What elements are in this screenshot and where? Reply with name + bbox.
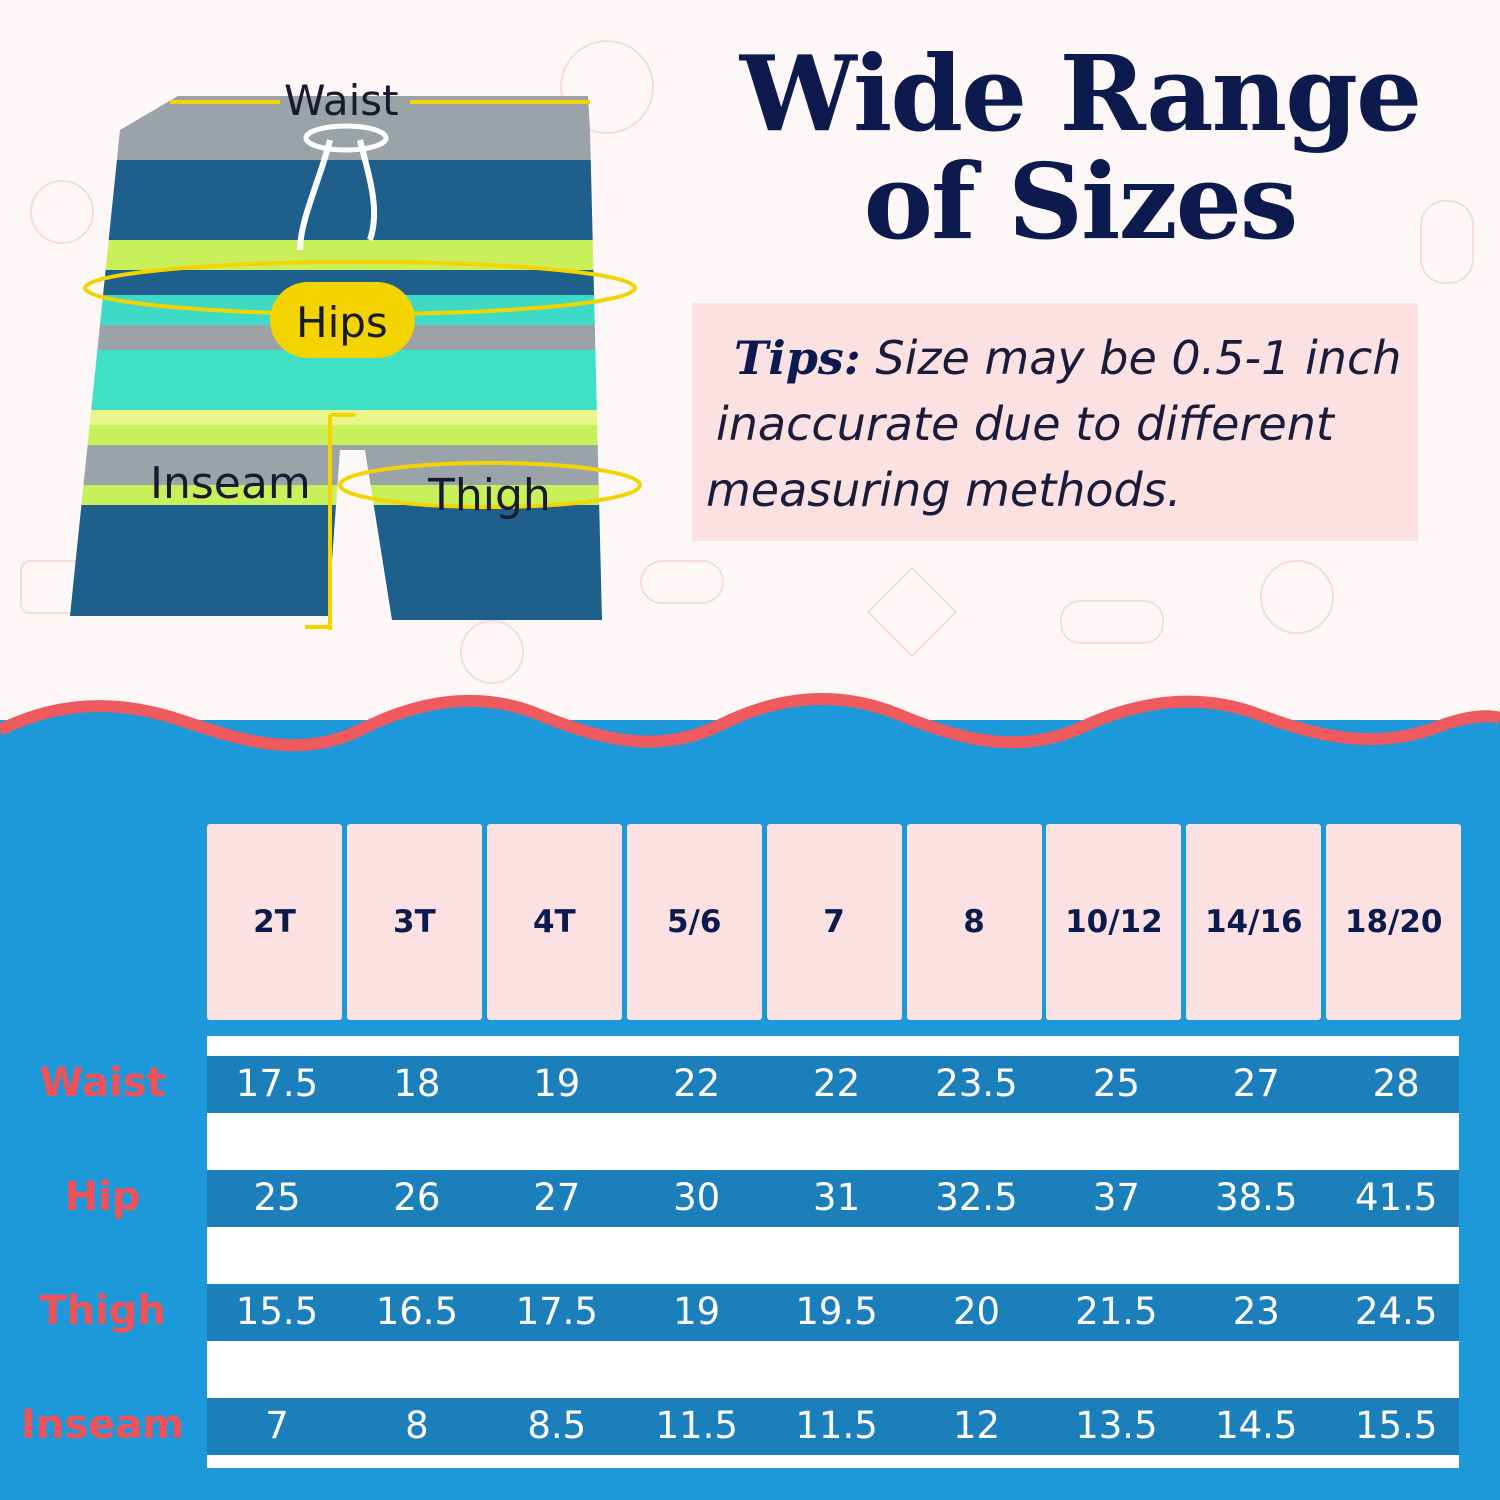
headline: Wide Range of Sizes [700, 40, 1460, 256]
row-label-waist: Waist [39, 1060, 166, 1106]
tips-text-1: Size may be 0.5-1 inch [875, 331, 1402, 385]
cell-waist-1: 18 [393, 1062, 441, 1105]
cell-waist-0: 17.5 [235, 1062, 319, 1105]
cell-waist-5: 23.5 [935, 1062, 1018, 1105]
size-header-4: 7 [766, 824, 902, 1020]
thigh-label: Thigh [428, 470, 551, 521]
size-header-8: 18/20 [1326, 824, 1462, 1020]
size-header-3: 5/6 [626, 824, 762, 1020]
cell-hip-7: 38.5 [1215, 1176, 1298, 1219]
cell-thigh-6: 21.5 [1075, 1290, 1158, 1333]
headline-line-1: Wide Range [739, 32, 1422, 155]
cell-waist-6: 25 [1092, 1062, 1140, 1105]
swim-shorts-illustration [70, 96, 642, 630]
cell-thigh-4: 19.5 [795, 1290, 878, 1333]
row-band-inseam [207, 1398, 1459, 1455]
cell-inseam-3: 11.5 [655, 1404, 738, 1447]
cell-inseam-8: 15.5 [1354, 1404, 1438, 1447]
wave-divider [0, 692, 1500, 780]
row-label-inseam: Inseam [21, 1402, 184, 1448]
tips-line-2: inaccurate due to different [716, 397, 1334, 451]
cell-thigh-7: 23 [1232, 1290, 1280, 1333]
cell-hip-1: 26 [393, 1176, 441, 1219]
cell-thigh-8: 24.5 [1354, 1290, 1438, 1333]
cell-thigh-3: 19 [673, 1290, 721, 1333]
cell-inseam-1: 8 [405, 1404, 429, 1447]
size-header-5: 8 [906, 824, 1042, 1020]
row-label-thigh: Thigh [39, 1288, 166, 1334]
tips-line-3: measuring methods. [706, 463, 1182, 517]
size-header-6: 10/12 [1046, 824, 1182, 1020]
cell-hip-4: 31 [813, 1176, 861, 1219]
row-label-hip: Hip [64, 1174, 141, 1220]
cell-inseam-4: 11.5 [795, 1404, 878, 1447]
hips-label: Hips [296, 298, 388, 347]
row-band-hip [207, 1170, 1459, 1227]
cell-hip-5: 32.5 [935, 1176, 1018, 1219]
cell-waist-2: 19 [533, 1062, 581, 1105]
cell-thigh-1: 16.5 [375, 1290, 459, 1333]
cell-thigh-2: 17.5 [515, 1290, 598, 1333]
inseam-label: Inseam [150, 458, 311, 509]
cell-hip-3: 30 [673, 1176, 721, 1219]
cell-hip-0: 25 [253, 1176, 301, 1219]
cell-inseam-0: 7 [265, 1404, 289, 1447]
size-header-1: 3T [346, 824, 482, 1020]
cell-inseam-6: 13.5 [1075, 1404, 1158, 1447]
cell-waist-7: 27 [1232, 1062, 1280, 1105]
tips-box: Tips: Size may be 0.5-1 inch inaccurate … [692, 303, 1418, 541]
tips-line-1: Tips: Size may be 0.5-1 inch [706, 325, 1404, 391]
cell-inseam-5: 12 [952, 1404, 1001, 1447]
waist-label: Waist [284, 76, 399, 125]
row-band-thigh [207, 1284, 1459, 1341]
cell-inseam-7: 14.5 [1215, 1404, 1298, 1447]
cell-hip-2: 27 [533, 1176, 581, 1219]
cell-thigh-5: 20 [952, 1290, 1001, 1333]
tips-lead: Tips: [734, 331, 861, 385]
cell-hip-6: 37 [1092, 1176, 1140, 1219]
size-header-2: 4T [486, 824, 622, 1020]
cell-waist-4: 22 [813, 1062, 861, 1105]
size-header-0: 2T [207, 824, 342, 1020]
cell-waist-3: 22 [673, 1062, 721, 1105]
row-band-waist [207, 1056, 1459, 1113]
size-header-7: 14/16 [1186, 824, 1322, 1020]
cell-inseam-2: 8.5 [527, 1404, 587, 1447]
cell-hip-8: 41.5 [1354, 1176, 1438, 1219]
headline-line-2: of Sizes [863, 140, 1299, 263]
cell-thigh-0: 15.5 [235, 1290, 319, 1333]
cell-waist-8: 28 [1372, 1062, 1420, 1105]
